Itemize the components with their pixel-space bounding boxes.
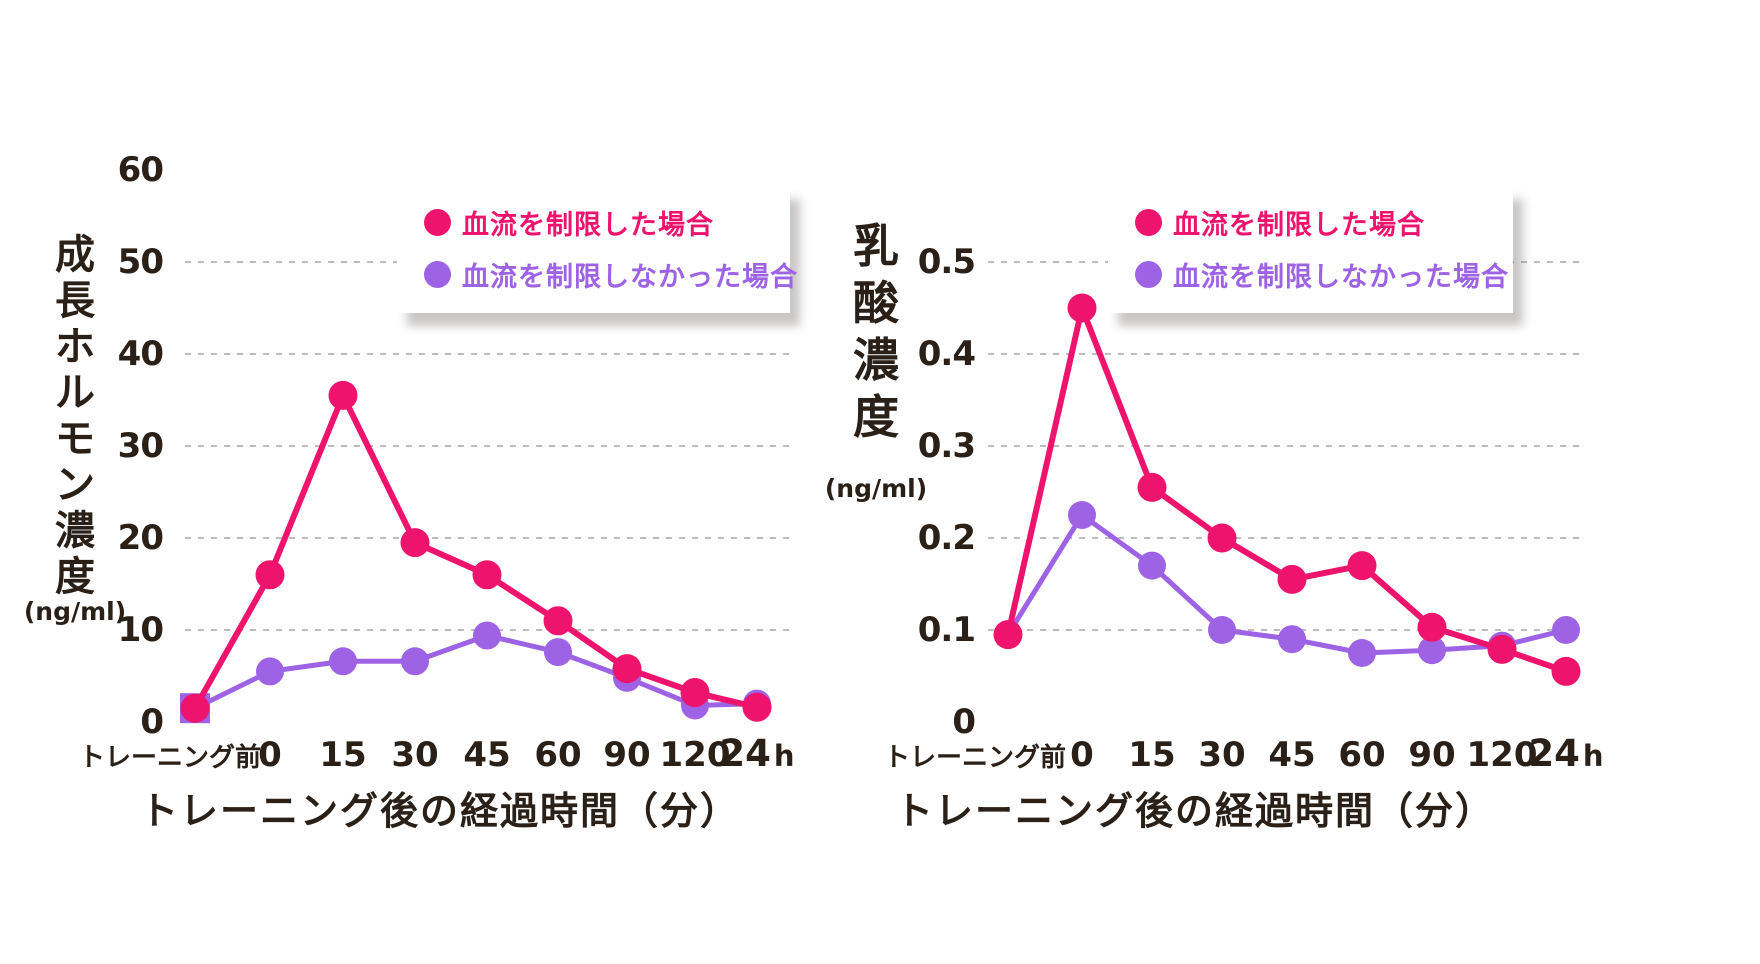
- lactate-y-axis-title-char: 酸: [853, 276, 900, 330]
- legend-item-restricted: 血流を制限した場合: [1135, 203, 1513, 242]
- growth-hormone-point-unrestricted-45: [473, 621, 501, 650]
- lactate-point-unrestricted-24h: [1552, 616, 1580, 644]
- growth-hormone-y-tick-0: 0: [140, 702, 163, 742]
- growth-hormone-point-restricted-24h: [742, 692, 772, 722]
- growth-hormone-point-unrestricted-30: [401, 647, 429, 676]
- growth-hormone-point-unrestricted-15: [329, 647, 357, 676]
- lactate-x-tick-120: 120: [1467, 735, 1538, 775]
- lactate-point-restricted-30: [1207, 523, 1237, 553]
- lactate-point-unrestricted-15: [1138, 551, 1166, 580]
- growth-hormone-point-unrestricted-0: [256, 657, 284, 686]
- lactate-y-axis-title-char: 乳: [853, 219, 899, 273]
- lactate-point-restricted-45: [1277, 564, 1307, 594]
- lactate-point-restricted-120: [1487, 634, 1517, 664]
- growth-hormone-y-tick-50: 50: [118, 242, 164, 282]
- growth-hormone-y-axis-title-char: 濃: [55, 508, 96, 554]
- lactate-x-tick-90: 90: [1408, 735, 1455, 775]
- lactate-point-restricted-24h: [1551, 656, 1581, 686]
- growth-hormone-point-restricted-60: [543, 606, 573, 636]
- lactate-y-axis-title-char: 濃: [853, 333, 900, 387]
- lactate-point-restricted-90: [1417, 612, 1447, 642]
- lactate-point-restricted-60: [1347, 551, 1377, 581]
- growth-hormone-x-tick-トレーニング前: トレーニング前: [79, 742, 261, 773]
- growth-hormone-y-axis-title-char: 成: [55, 232, 95, 278]
- growth-hormone-x-tick-24h: 24 h: [719, 732, 794, 775]
- growth-hormone-x-tick-45: 45: [463, 735, 510, 775]
- growth-hormone-x-tick-90: 90: [603, 735, 650, 775]
- growth-hormone-point-restricted-45: [472, 560, 502, 590]
- lactate-y-tick-0: 0: [952, 702, 975, 742]
- lactate-y-tick-0.1: 0.1: [918, 610, 975, 650]
- growth-hormone-point-restricted-120: [680, 678, 710, 708]
- growth-hormone-point-restricted-15: [328, 380, 358, 410]
- growth-hormone-y-tick-30: 30: [118, 426, 164, 466]
- growth-hormone-y-tick-40: 40: [118, 334, 164, 374]
- growth-hormone-y-tick-60: 60: [118, 150, 164, 190]
- lactate-point-unrestricted-90: [1418, 636, 1446, 665]
- growth-hormone-x-tick-0: 0: [258, 735, 282, 775]
- lactate-point-restricted-0: [1067, 293, 1097, 323]
- growth-hormone-x-tick-120: 120: [660, 735, 731, 775]
- growth-hormone-y-axis-unit: (ng/ml): [24, 597, 126, 626]
- lactate-point-restricted-15: [1137, 472, 1167, 502]
- lactate-y-tick-0.2: 0.2: [918, 518, 975, 558]
- lactate-x-tick-24h: 24 h: [1528, 732, 1603, 775]
- legend-label-restricted: 血流を制限した場合: [1173, 210, 1425, 241]
- lactate-point-unrestricted-0: [1068, 501, 1096, 529]
- lactate-y-axis-unit: (ng/ml): [825, 474, 927, 503]
- growth-hormone-y-axis-title-char: ホ: [55, 324, 95, 370]
- growth-hormone-point-restricted-30: [400, 528, 430, 558]
- growth-hormone-point-restricted-0: [255, 560, 285, 590]
- growth-hormone-point-restricted-90: [612, 654, 642, 684]
- lactate-y-axis-title-char: 度: [853, 390, 899, 444]
- lactate-x-axis-title: トレーニング後の経過時間（分）: [895, 789, 1495, 833]
- unrestricted-series-dot-icon: [424, 261, 451, 288]
- lactate-x-tick-30: 30: [1198, 735, 1245, 775]
- restricted-series-dot-icon: [424, 209, 451, 236]
- lactate-x-tick-60: 60: [1338, 735, 1385, 775]
- lactate-y-tick-0.4: 0.4: [918, 334, 976, 374]
- lactate-x-tick-15: 15: [1128, 735, 1175, 775]
- growth-hormone-y-axis-title-char: ン: [55, 462, 95, 508]
- unrestricted-series-dot-icon: [1135, 261, 1162, 288]
- legend-growth-hormone: 血流を制限した場合 血流を制限しなかった場合: [397, 186, 797, 313]
- restricted-series-dot-icon: [1135, 209, 1162, 236]
- lactate-series-restricted-line: [1005, 305, 1569, 675]
- lactate-x-tick-トレーニング前: トレーニング前: [884, 742, 1066, 773]
- lactate-y-tick-0.3: 0.3: [918, 426, 975, 466]
- growth-hormone-point-restricted-トレーニング前: [180, 693, 210, 723]
- lactate-point-unrestricted-45: [1278, 625, 1306, 654]
- legend-item-restricted: 血流を制限した場合: [424, 203, 790, 242]
- growth-hormone-y-axis-title-char: 長: [55, 278, 96, 324]
- growth-hormone-y-tick-20: 20: [118, 518, 164, 558]
- legend-item-unrestricted: 血流を制限しなかった場合: [424, 255, 797, 294]
- legend-label-unrestricted: 血流を制限しなかった場合: [462, 262, 798, 293]
- growth-hormone-point-unrestricted-60: [544, 638, 572, 667]
- lactate-point-unrestricted-30: [1208, 616, 1236, 644]
- growth-hormone-x-tick-30: 30: [391, 735, 438, 775]
- legend-lactate: 血流を制限した場合 血流を制限しなかった場合: [1108, 186, 1513, 313]
- growth-hormone-x-tick-60: 60: [534, 735, 581, 775]
- lactate-y-tick-0.5: 0.5: [918, 242, 975, 282]
- lactate-point-unrestricted-60: [1348, 639, 1376, 667]
- legend-item-unrestricted: 血流を制限しなかった場合: [1135, 255, 1513, 294]
- growth-hormone-y-tick-10: 10: [118, 610, 164, 650]
- legend-label-unrestricted: 血流を制限しなかった場合: [1173, 262, 1509, 293]
- growth-hormone-y-axis-title-char: ル: [55, 370, 95, 416]
- legend-label-restricted: 血流を制限した場合: [462, 210, 714, 241]
- lactate-point-restricted-トレーニング前: [993, 620, 1023, 650]
- growth-hormone-x-tick-15: 15: [319, 735, 366, 775]
- lactate-x-tick-0: 0: [1070, 735, 1094, 775]
- growth-hormone-y-axis-title-char: モ: [55, 416, 95, 462]
- growth-hormone-y-axis-title-char: 度: [55, 554, 95, 600]
- growth-hormone-x-axis-title: トレーニング後の経過時間（分）: [140, 789, 740, 833]
- lactate-x-tick-45: 45: [1268, 735, 1315, 775]
